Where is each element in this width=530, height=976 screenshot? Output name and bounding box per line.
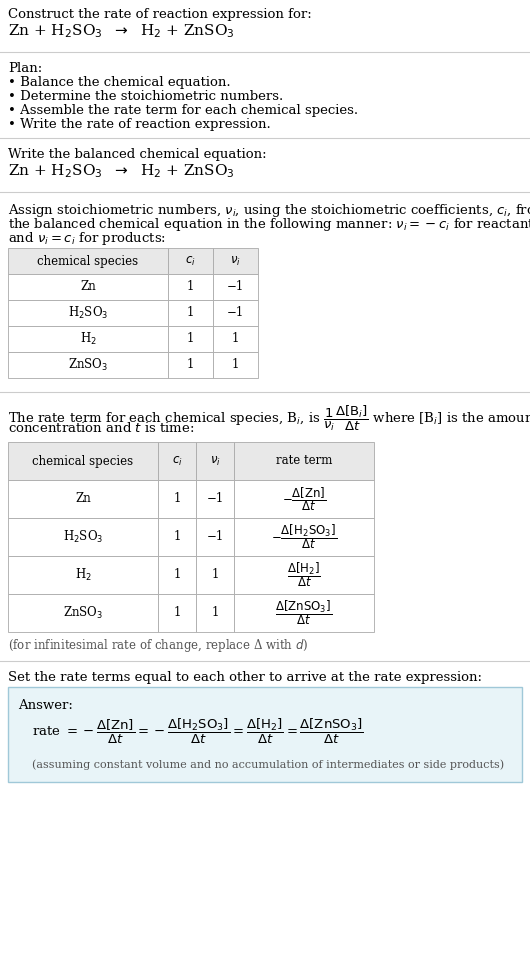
Bar (158, 556, 196, 594)
Text: and $\nu_i = c_i$ for products:: and $\nu_i = c_i$ for products: (8, 230, 166, 247)
Text: Zn: Zn (80, 280, 96, 294)
Text: $-\dfrac{\Delta[\mathrm{H_2SO_3}]}{\Delta t}$: $-\dfrac{\Delta[\mathrm{H_2SO_3}]}{\Delt… (271, 522, 337, 551)
Text: $\dfrac{\Delta[\mathrm{H_2}]}{\Delta t}$: $\dfrac{\Delta[\mathrm{H_2}]}{\Delta t}$ (287, 560, 321, 590)
Text: ZnSO$_3$: ZnSO$_3$ (68, 357, 108, 373)
Bar (213, 300, 258, 326)
Text: −1: −1 (206, 531, 224, 544)
Text: −1: −1 (227, 306, 244, 319)
Text: $-\dfrac{\Delta[\mathrm{Zn}]}{\Delta t}$: $-\dfrac{\Delta[\mathrm{Zn}]}{\Delta t}$ (282, 485, 326, 512)
Bar (234, 518, 374, 556)
Bar (234, 442, 374, 480)
Bar (213, 326, 258, 352)
Text: Construct the rate of reaction expression for:: Construct the rate of reaction expressio… (8, 8, 312, 21)
Text: Zn + H$_2$SO$_3$  $\rightarrow$  H$_2$ + ZnSO$_3$: Zn + H$_2$SO$_3$ $\rightarrow$ H$_2$ + Z… (8, 162, 235, 180)
Bar (234, 594, 374, 632)
Text: H$_2$SO$_3$: H$_2$SO$_3$ (63, 529, 103, 545)
Bar (234, 556, 374, 594)
Bar (168, 248, 213, 274)
Bar (158, 518, 196, 556)
Bar (213, 274, 258, 300)
Bar (8, 687, 522, 782)
Bar (196, 442, 234, 480)
Text: chemical species: chemical species (38, 255, 138, 267)
Bar (213, 248, 258, 274)
Bar (196, 480, 234, 518)
Bar (196, 518, 234, 556)
Text: 1: 1 (173, 531, 181, 544)
Bar (8, 518, 158, 556)
Text: $\nu_i$: $\nu_i$ (230, 255, 241, 267)
Text: • Write the rate of reaction expression.: • Write the rate of reaction expression. (8, 118, 271, 131)
Text: • Balance the chemical equation.: • Balance the chemical equation. (8, 76, 231, 89)
Bar (168, 300, 213, 326)
Text: $\dfrac{\Delta[\mathrm{ZnSO_3}]}{\Delta t}$: $\dfrac{\Delta[\mathrm{ZnSO_3}]}{\Delta … (276, 598, 332, 628)
Text: 1: 1 (173, 493, 181, 506)
Bar (8, 594, 158, 632)
Bar (158, 594, 196, 632)
Text: The rate term for each chemical species, B$_i$, is $\dfrac{1}{\nu_i}\dfrac{\Delt: The rate term for each chemical species,… (8, 404, 530, 433)
Text: • Assemble the rate term for each chemical species.: • Assemble the rate term for each chemic… (8, 104, 358, 117)
Bar (8, 442, 158, 480)
Bar (168, 326, 213, 352)
Text: 1: 1 (173, 568, 181, 582)
Bar (8, 326, 168, 352)
Bar (158, 480, 196, 518)
Text: H$_2$SO$_3$: H$_2$SO$_3$ (68, 305, 108, 321)
Bar (168, 274, 213, 300)
Text: Assign stoichiometric numbers, $\nu_i$, using the stoichiometric coefficients, $: Assign stoichiometric numbers, $\nu_i$, … (8, 202, 530, 219)
Text: rate $= -\dfrac{\Delta[\mathrm{Zn}]}{\Delta t} = -\dfrac{\Delta[\mathrm{H_2SO_3}: rate $= -\dfrac{\Delta[\mathrm{Zn}]}{\De… (32, 717, 364, 747)
Text: Zn + H$_2$SO$_3$  $\rightarrow$  H$_2$ + ZnSO$_3$: Zn + H$_2$SO$_3$ $\rightarrow$ H$_2$ + Z… (8, 22, 235, 40)
Bar (8, 274, 168, 300)
Text: H$_2$: H$_2$ (75, 567, 91, 583)
Text: Write the balanced chemical equation:: Write the balanced chemical equation: (8, 148, 267, 161)
Text: • Determine the stoichiometric numbers.: • Determine the stoichiometric numbers. (8, 90, 283, 103)
Text: rate term: rate term (276, 455, 332, 468)
Text: concentration and $t$ is time:: concentration and $t$ is time: (8, 421, 195, 435)
Text: Plan:: Plan: (8, 62, 42, 75)
Text: (for infinitesimal rate of change, replace Δ with $d$): (for infinitesimal rate of change, repla… (8, 637, 308, 654)
Text: $\nu_i$: $\nu_i$ (209, 455, 220, 468)
Text: 1: 1 (232, 358, 239, 372)
Text: 1: 1 (187, 358, 194, 372)
Text: 1: 1 (232, 333, 239, 346)
Text: 1: 1 (187, 333, 194, 346)
Bar (196, 594, 234, 632)
Bar (158, 442, 196, 480)
Text: $c_i$: $c_i$ (172, 455, 182, 468)
Text: Set the rate terms equal to each other to arrive at the rate expression:: Set the rate terms equal to each other t… (8, 671, 482, 684)
Bar (196, 556, 234, 594)
Text: ZnSO$_3$: ZnSO$_3$ (63, 605, 103, 621)
Text: $c_i$: $c_i$ (185, 255, 196, 267)
Text: 1: 1 (187, 280, 194, 294)
Text: 1: 1 (173, 606, 181, 620)
Bar (213, 352, 258, 378)
Bar (8, 480, 158, 518)
Text: Answer:: Answer: (18, 699, 73, 712)
Text: −1: −1 (227, 280, 244, 294)
Bar (8, 352, 168, 378)
Text: H$_2$: H$_2$ (80, 331, 96, 347)
Bar (8, 248, 168, 274)
Text: −1: −1 (206, 493, 224, 506)
Bar (234, 480, 374, 518)
Text: 1: 1 (211, 606, 219, 620)
Text: the balanced chemical equation in the following manner: $\nu_i = -c_i$ for react: the balanced chemical equation in the fo… (8, 216, 530, 233)
Text: (assuming constant volume and no accumulation of intermediates or side products): (assuming constant volume and no accumul… (32, 759, 504, 769)
Text: 1: 1 (211, 568, 219, 582)
Bar (8, 556, 158, 594)
Text: 1: 1 (187, 306, 194, 319)
Bar (168, 352, 213, 378)
Text: chemical species: chemical species (32, 455, 134, 468)
Text: Zn: Zn (75, 493, 91, 506)
Bar (8, 300, 168, 326)
